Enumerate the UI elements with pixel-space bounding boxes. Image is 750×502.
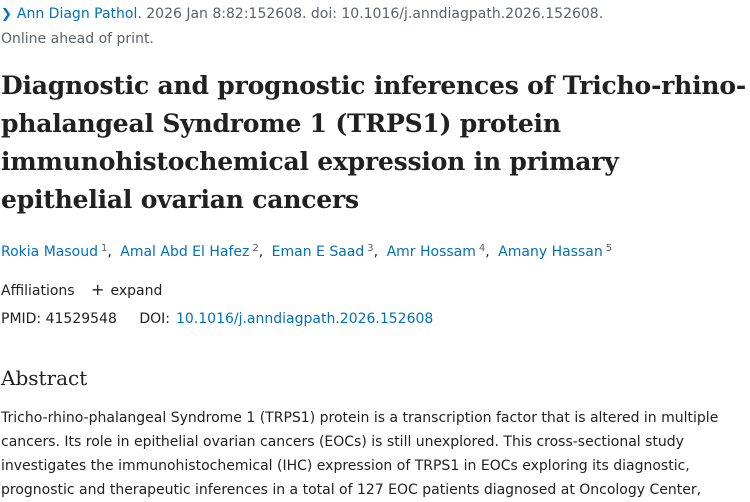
author-link[interactable]: Amal Abd El Hafez [120, 244, 250, 260]
author-affiliation-number[interactable]: 4 [478, 243, 486, 254]
author-link[interactable]: Amany Hassan [498, 244, 603, 260]
expand-label: expand [110, 283, 163, 299]
author-link[interactable]: Eman E Saad [271, 244, 365, 260]
author-link[interactable]: Rokia Masoud [1, 244, 98, 260]
author-link[interactable]: Amr Hossam [386, 244, 476, 260]
abstract-heading: Abstract [1, 366, 88, 390]
doi-label: DOI: [139, 311, 170, 327]
author-affiliation-number[interactable]: 2 [252, 243, 259, 254]
article-title: Diagnostic and prognostic inferences of … [1, 71, 747, 214]
authors-list: Rokia Masoud 1, Amal Abd El Hafez 2, Eman … [1, 243, 613, 261]
author-affiliation-number[interactable]: 3 [367, 243, 374, 254]
expand-affiliations-button[interactable]: + expand [91, 280, 163, 299]
affiliations-toggle: Affiliations + expand [1, 280, 162, 301]
author-affiliation-number[interactable]: 1 [100, 243, 108, 254]
journal-link[interactable]: Ann Diagn Pathol. [16, 6, 142, 22]
plus-icon: + [91, 280, 105, 299]
publication-status: Online ahead of print. [1, 31, 154, 47]
affiliations-label: Affiliations [1, 283, 75, 299]
citation-details: 2026 Jan 8:82:152608. doi: 10.1016/j.ann… [146, 6, 604, 22]
citation-line: ❯ Ann Diagn Pathol. 2026 Jan 8:82:152608.… [1, 4, 603, 25]
chevron-right-icon[interactable]: ❯ [1, 7, 12, 22]
pmid-value: 41529548 [45, 311, 117, 327]
doi-link[interactable]: 10.1016/j.anndiagpath.2026.152608 [175, 311, 434, 327]
pmid-label: PMID: [1, 311, 42, 327]
author-affiliation-number[interactable]: 5 [605, 243, 613, 254]
article-identifiers: PMID: 41529548 DOI: 10.1016/j.anndiagpath… [1, 309, 433, 329]
abstract-text: Tricho-rhino-phalangeal Syndrome 1 (TRPS… [1, 410, 719, 498]
